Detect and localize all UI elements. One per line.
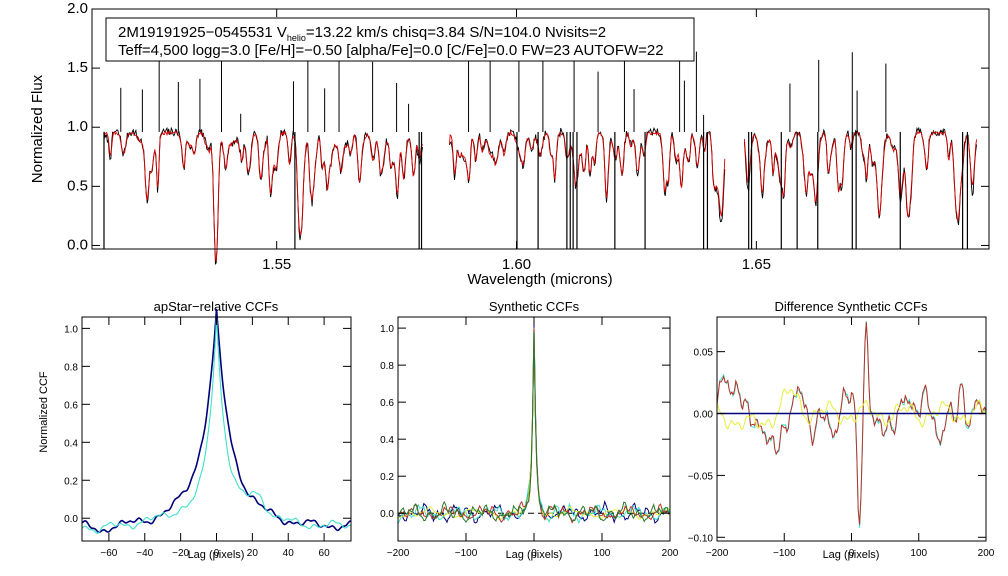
difference-ccf-line-3 bbox=[716, 388, 987, 431]
info-box bbox=[105, 17, 695, 62]
x-tick-label: 100 bbox=[594, 548, 611, 559]
difference-ccf-title: Difference Synthetic CCFs bbox=[775, 299, 928, 314]
y-tick-label: 1.0 bbox=[380, 324, 394, 335]
y-tick-label: 0.2 bbox=[64, 476, 78, 487]
y-tick-label: 1.5 bbox=[67, 59, 88, 76]
synthetic-ccf-xlabel: Lag (pixels) bbox=[506, 549, 563, 561]
synthetic-ccf-line-5 bbox=[397, 332, 671, 523]
y-tick-label: 0.8 bbox=[64, 362, 78, 373]
synthetic-ccf-ticks: −200 −100 0 100 200 0.0 0.2 0.4 0.6 0.8 1.0 bbox=[380, 317, 679, 559]
apstar-ccf-title: apStar−relative CCFs bbox=[154, 299, 279, 314]
y-tick-label: 0.0 bbox=[380, 509, 394, 520]
info-line-1: 2M19191925−0545531 Vhelio=13.22 km/s chi… bbox=[118, 24, 606, 43]
synthetic-ccf-curves bbox=[397, 324, 671, 525]
y-tick-label: 0.5 bbox=[67, 177, 88, 194]
visit-ccf-line bbox=[81, 316, 352, 534]
spectrum-axes-frame bbox=[91, 8, 990, 250]
y-tick-label: 0.05 bbox=[694, 348, 714, 359]
difference-ccf-ticks: −200 −100 0 100 200 −0.10 −0.05 0.00 0.05 bbox=[688, 317, 995, 559]
synthetic-ccf-line-2 bbox=[397, 327, 671, 525]
apstar-ccf-axes-frame bbox=[81, 316, 352, 542]
apstar-ccf-panel: apStar−relative CCFs −60 −40 −20 0 20 40 60 0.0… bbox=[38, 299, 352, 561]
difference-ccf-axes-frame bbox=[716, 316, 987, 542]
x-tick-label: 200 bbox=[662, 548, 679, 559]
x-tick-label: 0 bbox=[531, 548, 537, 559]
spectrum-panel: 1.55 1.60 1.65 0.0 0.5 1.0 1.5 2.0 2M19191925−0… bbox=[29, 0, 990, 288]
y-tick-label: 0.2 bbox=[380, 472, 394, 483]
difference-ccf-panel: Difference Synthetic CCFs −200 −100 0 100 20… bbox=[688, 299, 995, 561]
x-tick-label: 20 bbox=[247, 548, 259, 559]
y-tick-label: 0.0 bbox=[67, 236, 88, 253]
x-tick-label: 60 bbox=[319, 548, 331, 559]
y-tick-label: −0.10 bbox=[688, 533, 714, 544]
difference-ccf-xlabel: Lag (pixels) bbox=[823, 549, 880, 561]
spectrum-ylabel: Normalized Flux bbox=[29, 74, 46, 183]
model-spectrum-chip-1 bbox=[103, 129, 424, 262]
apstar-ccf-ylabel: Normalized CCF bbox=[38, 371, 50, 453]
difference-ccf-line-2 bbox=[716, 322, 987, 525]
y-tick-label: 0.6 bbox=[64, 400, 78, 411]
info-line-2: Teff=4,500 logg=3.0 [Fe/H]=−0.50 [alpha/… bbox=[118, 42, 664, 59]
x-tick-label: 100 bbox=[910, 548, 927, 559]
combined-ccf-line bbox=[81, 308, 351, 534]
x-tick-label: 1.65 bbox=[742, 256, 771, 273]
y-tick-label: 2.0 bbox=[67, 0, 88, 17]
x-tick-label: 1.60 bbox=[502, 256, 531, 273]
x-tick-label: −200 bbox=[387, 548, 410, 559]
y-tick-label: 0.4 bbox=[380, 435, 394, 446]
x-tick-label: 40 bbox=[283, 548, 295, 559]
y-tick-label: 0.00 bbox=[694, 410, 714, 421]
y-tick-label: 0.0 bbox=[64, 514, 78, 525]
model-spectrum-chip-2 bbox=[448, 130, 726, 217]
apstar-ccf-xlabel: Lag (pixels) bbox=[188, 549, 245, 561]
x-tick-label: 1.55 bbox=[262, 256, 291, 273]
y-tick-label: −0.05 bbox=[688, 471, 714, 482]
y-tick-label: 1.0 bbox=[67, 118, 88, 135]
x-tick-label: −100 bbox=[455, 548, 478, 559]
y-tick-label: 1.0 bbox=[64, 324, 78, 335]
x-tick-label: −40 bbox=[136, 548, 153, 559]
x-tick-label: −200 bbox=[706, 548, 729, 559]
apstar-ccf-ticks: −60 −40 −20 0 20 40 60 0.0 0.2 0.4 0.6 0.8 1.0 bbox=[64, 317, 351, 559]
x-tick-label: −60 bbox=[100, 548, 117, 559]
synthetic-ccf-panel: Synthetic CCFs −200 −100 0 100 200 0.0 0.2 0.4 0… bbox=[380, 299, 679, 561]
x-tick-label: 0 bbox=[214, 548, 220, 559]
difference-ccf-curves bbox=[716, 321, 987, 528]
x-tick-label: 0 bbox=[849, 548, 855, 559]
spectrum-xlabel: Wavelength (microns) bbox=[467, 271, 612, 288]
x-tick-label: 200 bbox=[978, 548, 995, 559]
observed-spectrum-chip-2 bbox=[448, 126, 726, 223]
observed-spectrum-chip-1 bbox=[103, 126, 424, 266]
spectrum-ticks: 1.55 1.60 1.65 0.0 0.5 1.0 1.5 2.0 bbox=[67, 0, 989, 273]
synthetic-ccf-title: Synthetic CCFs bbox=[489, 299, 580, 314]
y-tick-label: 0.4 bbox=[64, 438, 78, 449]
x-tick-label: −20 bbox=[172, 548, 189, 559]
y-tick-label: 0.6 bbox=[380, 398, 394, 409]
model-spectrum-chip-3 bbox=[743, 130, 978, 222]
x-tick-label: −100 bbox=[773, 548, 796, 559]
synthetic-ccf-line-4 bbox=[397, 328, 671, 524]
apstar-ccf-curves bbox=[81, 308, 352, 534]
y-tick-label: 0.8 bbox=[380, 361, 394, 372]
